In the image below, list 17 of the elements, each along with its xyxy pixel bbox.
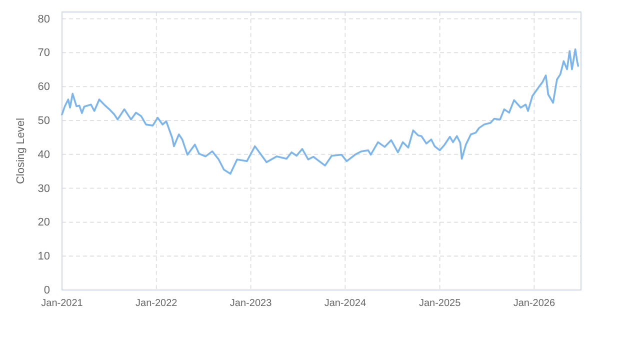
y-axis-title: Closing Level: [15, 118, 27, 184]
x-tick-label: Jan-2023: [230, 298, 272, 310]
y-tick-label: 10: [38, 250, 50, 263]
y-tick-label: 0: [44, 284, 50, 297]
x-tick-label: Jan-2022: [136, 298, 178, 310]
y-tick-label: 30: [38, 182, 50, 195]
x-tick-label: Jan-2024: [324, 298, 366, 310]
y-tick-label: 50: [38, 115, 50, 128]
y-tick-label: 20: [38, 216, 50, 229]
x-tick-label: Jan-2021: [41, 298, 84, 310]
x-tick-label: Jan-2026: [513, 298, 556, 310]
y-tick-label: 60: [38, 81, 50, 94]
y-tick-label: 80: [38, 13, 50, 26]
line-series: [61, 48, 580, 175]
x-tick-label: Jan-2025: [418, 298, 462, 310]
y-tick-label: 40: [38, 148, 50, 161]
y-tick-label: 70: [38, 47, 50, 60]
